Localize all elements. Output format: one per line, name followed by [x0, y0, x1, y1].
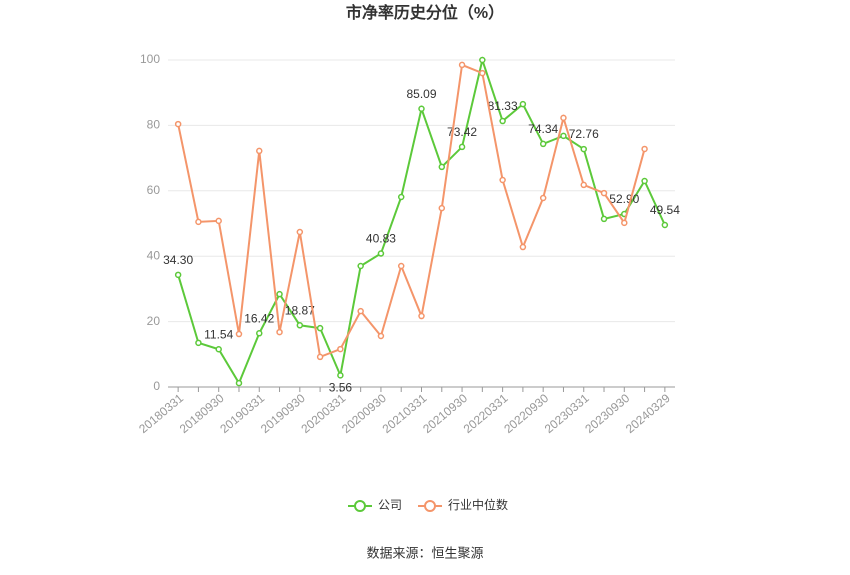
point [276, 328, 283, 336]
point [438, 204, 446, 212]
legend-item: 行业中位数 [418, 497, 508, 512]
point [519, 243, 527, 251]
point [539, 194, 547, 202]
data-label: 18.87 [285, 303, 315, 317]
y-tick-label: 0 [153, 379, 160, 393]
point [235, 379, 243, 387]
point [499, 117, 506, 125]
point [499, 176, 506, 184]
source: 数据来源：恒生聚源 [366, 545, 483, 560]
data-label: 52.90 [609, 192, 639, 206]
series-line [177, 63, 646, 359]
point [337, 372, 344, 379]
point [296, 322, 304, 329]
legend-item: 公司 [348, 498, 402, 512]
point [377, 250, 385, 257]
legend-label: 公司 [378, 498, 402, 512]
y-tick-label: 80 [147, 118, 161, 132]
y-tick-label: 100 [140, 52, 160, 66]
point [560, 114, 567, 122]
point [296, 228, 304, 236]
point [215, 217, 222, 225]
data-label: 34.30 [163, 253, 193, 267]
point [397, 193, 405, 201]
point [458, 61, 466, 69]
point [479, 69, 486, 77]
point [661, 221, 669, 229]
point [580, 145, 587, 153]
point [256, 330, 263, 337]
point [519, 100, 527, 108]
y-tick-label: 40 [147, 248, 161, 262]
point [316, 353, 324, 361]
point [377, 332, 385, 340]
legend-marker [424, 500, 437, 512]
data-label: 40.83 [366, 232, 396, 246]
point [641, 177, 648, 185]
point [580, 181, 587, 189]
point [479, 56, 486, 64]
point [539, 140, 547, 148]
point [215, 346, 222, 353]
chart-title: 市净率历史分位（%） [346, 3, 504, 22]
point [438, 163, 446, 171]
data-label: 49.54 [650, 203, 680, 217]
data-label: 81.33 [488, 99, 518, 113]
point [397, 262, 405, 270]
point [357, 307, 364, 315]
y-tick-label: 60 [147, 183, 161, 197]
data-label: 85.09 [406, 87, 436, 101]
point [174, 271, 182, 279]
data-label: 73.42 [447, 125, 477, 139]
data-label: 16.42 [244, 311, 274, 325]
point [357, 262, 364, 270]
point [235, 330, 243, 338]
point [316, 324, 324, 332]
point [174, 120, 182, 128]
point [337, 345, 344, 353]
data-label: 72.76 [569, 127, 599, 141]
point [641, 145, 648, 153]
data-label: 3.56 [329, 381, 353, 395]
point [418, 312, 425, 320]
data-label: 11.54 [204, 327, 233, 341]
point [600, 215, 608, 223]
point [195, 339, 202, 347]
point [458, 143, 466, 151]
y-tick-label: 20 [147, 314, 161, 328]
point [276, 290, 283, 298]
data-label: 74.34 [528, 122, 558, 136]
legend-marker [354, 500, 366, 512]
point [418, 105, 425, 113]
point [256, 147, 263, 155]
x-tick-label: 20240329 [623, 391, 673, 436]
point [560, 132, 567, 140]
point [195, 218, 202, 226]
point [600, 189, 608, 197]
point [621, 219, 628, 227]
legend-label: 行业中位数 [448, 497, 508, 512]
